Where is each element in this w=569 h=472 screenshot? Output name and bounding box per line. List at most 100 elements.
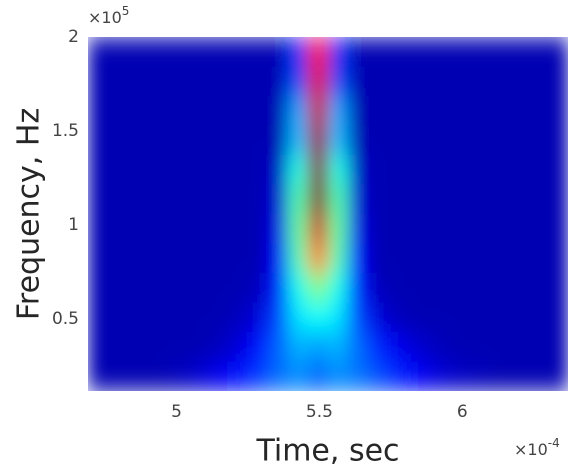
heatmap-cell (548, 361, 568, 391)
heatmap-cell (548, 184, 568, 215)
heatmap-cell (348, 155, 369, 186)
heatmap-cell (328, 214, 349, 245)
heatmap-cell (128, 184, 149, 215)
heatmap-cell (528, 155, 549, 186)
heatmap-cell (188, 361, 209, 391)
heatmap-cell (148, 243, 169, 274)
heatmap-cell (408, 125, 429, 156)
heatmap-cell (488, 302, 509, 333)
heatmap-cell (548, 125, 568, 156)
heatmap-cell (128, 125, 149, 156)
heatmap-cell (108, 361, 129, 391)
heatmap-cell (308, 332, 329, 363)
heatmap-cell (548, 155, 568, 186)
heatmap-cell (148, 361, 169, 391)
heatmap-cell (408, 243, 429, 274)
heatmap-cell (528, 37, 549, 68)
heatmap-cell (108, 155, 129, 186)
heatmap-cell (388, 214, 409, 245)
heatmap-cell (88, 332, 109, 363)
heatmap-cell (168, 184, 189, 215)
heatmap-cell (208, 96, 229, 127)
heatmap-cell (508, 66, 529, 97)
heatmap-cell (108, 96, 129, 127)
heatmap-cell (368, 273, 389, 304)
heatmap-cell (488, 243, 509, 274)
heatmap-cell (328, 37, 349, 68)
heatmap-cell (508, 273, 529, 304)
heatmap-cell (468, 243, 489, 274)
heatmap-cell (168, 361, 189, 391)
heatmap-cell (128, 332, 149, 363)
heatmap-cell (388, 184, 409, 215)
heatmap-cell (348, 273, 369, 304)
heatmap-cell (468, 66, 489, 97)
heatmap-cell (88, 361, 109, 391)
heatmap-cell (488, 125, 509, 156)
heatmap-cell (168, 302, 189, 333)
heatmap-cell (368, 37, 389, 68)
heatmap-cell (268, 214, 289, 245)
heatmap-cell (348, 361, 369, 391)
heatmap-cell (488, 96, 509, 127)
heatmap-cell (288, 332, 309, 363)
heatmap-cell (208, 214, 229, 245)
heatmap-cell (328, 361, 349, 391)
heatmap-cell (208, 273, 229, 304)
heatmap-cell (548, 273, 568, 304)
heatmap-cell (408, 302, 429, 333)
y-multiplier-exponent: 5 (122, 4, 130, 18)
heatmap-cell (128, 361, 149, 391)
heatmap-cell (368, 96, 389, 127)
heatmap-cell (348, 332, 369, 363)
heatmap-cell (108, 66, 129, 97)
heatmap-cell (288, 37, 309, 68)
heatmap-cell (508, 214, 529, 245)
heatmap-cell (188, 273, 209, 304)
heatmap-cell (148, 37, 169, 68)
heatmap-cell (228, 155, 249, 186)
heatmap-cell (88, 243, 109, 274)
heatmap-cell (188, 155, 209, 186)
heatmap-cell (188, 125, 209, 156)
heatmap-cell (188, 243, 209, 274)
heatmap-cell (168, 214, 189, 245)
heatmap-cell (328, 96, 349, 127)
heatmap-cell (208, 302, 229, 333)
heatmap-cell (288, 361, 309, 391)
heatmap-cell (268, 361, 289, 391)
heatmap-cell (228, 302, 249, 333)
heatmap-cell (128, 302, 149, 333)
heatmap-cell (288, 273, 309, 304)
heatmap-cell (288, 66, 309, 97)
heatmap-cell (508, 125, 529, 156)
heatmap-cell (508, 332, 529, 363)
heatmap-cell (248, 302, 269, 333)
heatmap-cell (128, 96, 149, 127)
heatmap-cell (288, 214, 309, 245)
heatmap-cell (208, 243, 229, 274)
heatmap-cell (508, 243, 529, 274)
heatmap-cell (368, 214, 389, 245)
heatmap-cell (228, 125, 249, 156)
heatmap-cell (268, 66, 289, 97)
heatmap-cell (308, 273, 329, 304)
heatmap-cell (528, 302, 549, 333)
heatmap-cell (448, 125, 469, 156)
heatmap-cell (328, 155, 349, 186)
heatmap-cell (148, 125, 169, 156)
heatmap-cell (208, 361, 229, 391)
y-tick-label: 0.5 (52, 309, 79, 329)
heatmap-cell (308, 37, 329, 68)
heatmap-cell (428, 332, 449, 363)
heatmap-cell (108, 243, 129, 274)
heatmap-cell (548, 37, 568, 68)
heatmap-cell (308, 125, 329, 156)
heatmap-cell (248, 243, 269, 274)
heatmap-cell (528, 361, 549, 391)
heatmap-cell (268, 37, 289, 68)
heatmap-cell (528, 243, 549, 274)
heatmap-cell (488, 214, 509, 245)
heatmap-cell (228, 243, 249, 274)
heatmap-cell (88, 214, 109, 245)
